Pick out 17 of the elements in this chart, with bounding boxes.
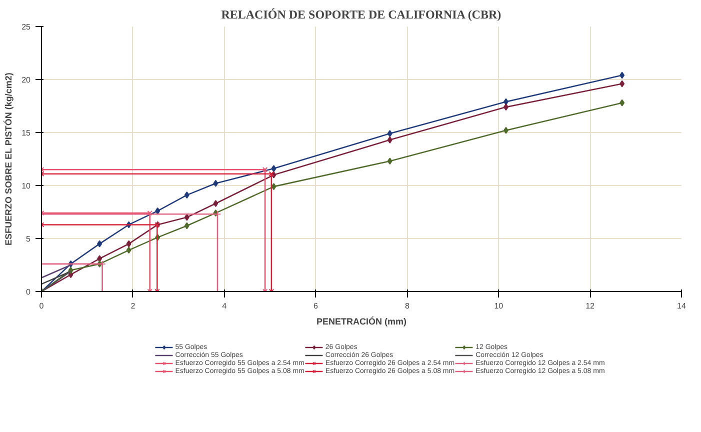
x-tick-label: 8 xyxy=(404,302,410,310)
x-tick-label: 0 xyxy=(39,302,44,310)
x-tick-label: 12 xyxy=(586,302,596,310)
x-tick-label: 14 xyxy=(677,302,686,310)
y-tick-label: 20 xyxy=(22,76,32,84)
x-axis-title: PENETRACIÓN (mm) xyxy=(316,316,407,326)
chart-title: RELACIÓN DE SOPORTE DE CALIFORNIA (CBR) xyxy=(221,8,502,22)
x-tick-label: 6 xyxy=(314,302,319,310)
y-axis-title: ESFUERZO SOBRE EL PISTÓN (kg/cm2) xyxy=(4,72,14,246)
x-tick-label: 2 xyxy=(130,302,136,310)
y-tick-label: 5 xyxy=(26,234,32,244)
y-tick-label: 10 xyxy=(22,182,32,190)
x-tick-label: 4 xyxy=(222,302,228,310)
y-tick-label: 0 xyxy=(26,288,32,296)
y-tick-label: 15 xyxy=(22,128,32,138)
x-tick-label: 10 xyxy=(494,302,504,310)
y-tick-label: 25 xyxy=(22,22,32,32)
